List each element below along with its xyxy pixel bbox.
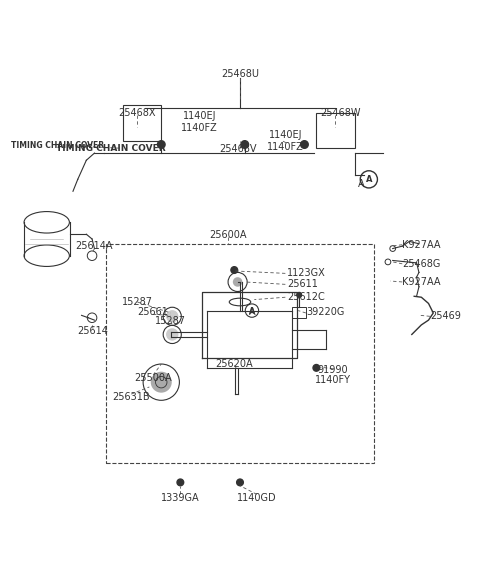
Text: 25468W: 25468W (320, 107, 360, 118)
Text: 25469: 25469 (430, 311, 461, 321)
FancyBboxPatch shape (123, 106, 161, 141)
Text: TIMING CHAIN COVER: TIMING CHAIN COVER (11, 142, 104, 150)
Circle shape (300, 141, 308, 148)
Text: K927AA: K927AA (402, 277, 441, 287)
Circle shape (151, 372, 172, 393)
Text: 25611: 25611 (287, 279, 318, 289)
Circle shape (177, 479, 184, 486)
Text: 91990: 91990 (318, 365, 348, 375)
Text: A: A (249, 307, 255, 317)
Text: K927AA: K927AA (402, 240, 441, 250)
Text: 25600A: 25600A (209, 230, 247, 240)
Circle shape (157, 141, 165, 148)
Text: 25661: 25661 (138, 307, 168, 317)
Text: 25614: 25614 (78, 326, 108, 336)
Circle shape (233, 277, 242, 287)
Circle shape (237, 479, 243, 486)
FancyBboxPatch shape (316, 113, 355, 148)
Bar (292, 307, 306, 318)
Text: A: A (366, 175, 372, 184)
Text: 25614A: 25614A (76, 241, 113, 251)
Text: TIMING CHAIN COVER: TIMING CHAIN COVER (56, 144, 166, 153)
Text: 15287: 15287 (156, 316, 186, 326)
Text: 1140EJ
1140FZ: 1140EJ 1140FZ (267, 131, 304, 152)
Circle shape (231, 266, 238, 273)
Circle shape (297, 293, 301, 297)
Circle shape (313, 364, 320, 371)
Text: A: A (359, 179, 365, 189)
Text: 25612C: 25612C (287, 292, 324, 302)
Text: A: A (249, 307, 255, 315)
Text: 25468X: 25468X (119, 107, 156, 118)
Text: 1339GA: 1339GA (161, 493, 200, 503)
Text: 39220G: 39220G (306, 307, 344, 317)
Bar (107, 244, 373, 463)
Text: 25500A: 25500A (134, 373, 172, 384)
Circle shape (241, 141, 249, 148)
Ellipse shape (166, 310, 179, 322)
Text: 1140EJ
1140FZ: 1140EJ 1140FZ (181, 111, 218, 133)
Text: 1140FY: 1140FY (315, 375, 351, 385)
Text: 1123GX: 1123GX (287, 268, 325, 278)
Text: 15287: 15287 (122, 297, 153, 307)
Ellipse shape (166, 328, 179, 340)
Text: 25468G: 25468G (402, 259, 441, 269)
Text: 25468V: 25468V (219, 144, 256, 154)
Text: 25631B: 25631B (112, 392, 150, 402)
Text: 1140GD: 1140GD (237, 493, 276, 503)
Text: 25468U: 25468U (221, 69, 259, 79)
Text: 25620A: 25620A (216, 359, 253, 369)
